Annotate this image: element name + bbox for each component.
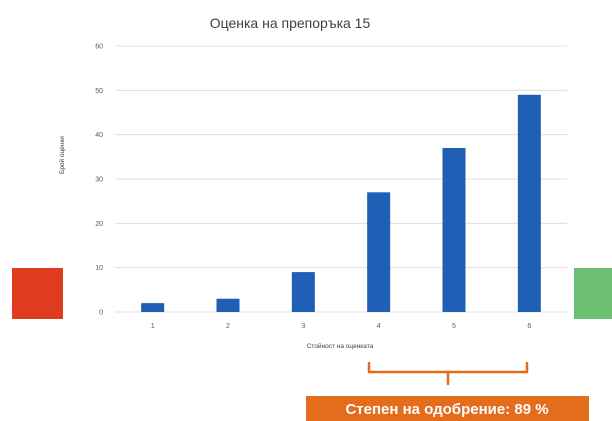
y-tick-label: 20 xyxy=(95,221,103,228)
bar-1 xyxy=(141,303,165,312)
x-tick-label: 4 xyxy=(377,323,381,330)
bar-3 xyxy=(291,272,315,312)
y-tick-label: 0 xyxy=(99,310,103,317)
x-tick-label: 1 xyxy=(151,323,155,330)
x-tick-labels: 1 2 3 4 5 6 xyxy=(151,323,532,330)
x-tick-label: 3 xyxy=(301,323,305,330)
bar-6 xyxy=(517,94,541,313)
x-tick-label: 5 xyxy=(452,323,456,330)
y-axis-title: Брой оценки xyxy=(58,136,66,174)
chart-title: Оценка на препоръка 15 xyxy=(210,15,371,31)
y-tick-label: 40 xyxy=(95,132,103,139)
left-marker xyxy=(12,268,63,319)
bar-series xyxy=(141,94,541,313)
approval-badge xyxy=(306,396,589,421)
y-tick-label: 60 xyxy=(95,44,103,51)
y-tick-labels: 0 10 20 30 40 50 60 xyxy=(95,44,103,317)
y-tick-label: 50 xyxy=(95,88,103,95)
x-tick-label: 6 xyxy=(527,323,531,330)
approval-badge-label: Степен на одобрение: 89 % xyxy=(345,401,548,418)
gridlines xyxy=(115,45,567,313)
bar-5 xyxy=(442,147,466,312)
y-tick-label: 10 xyxy=(95,265,103,272)
y-tick-label: 30 xyxy=(95,177,103,184)
right-marker xyxy=(574,268,612,319)
x-tick-label: 2 xyxy=(226,323,230,330)
x-axis-title: Стойност на оценката xyxy=(307,342,374,350)
range-bracket xyxy=(367,362,529,385)
bar-2 xyxy=(216,298,240,312)
bar-4 xyxy=(367,192,391,312)
